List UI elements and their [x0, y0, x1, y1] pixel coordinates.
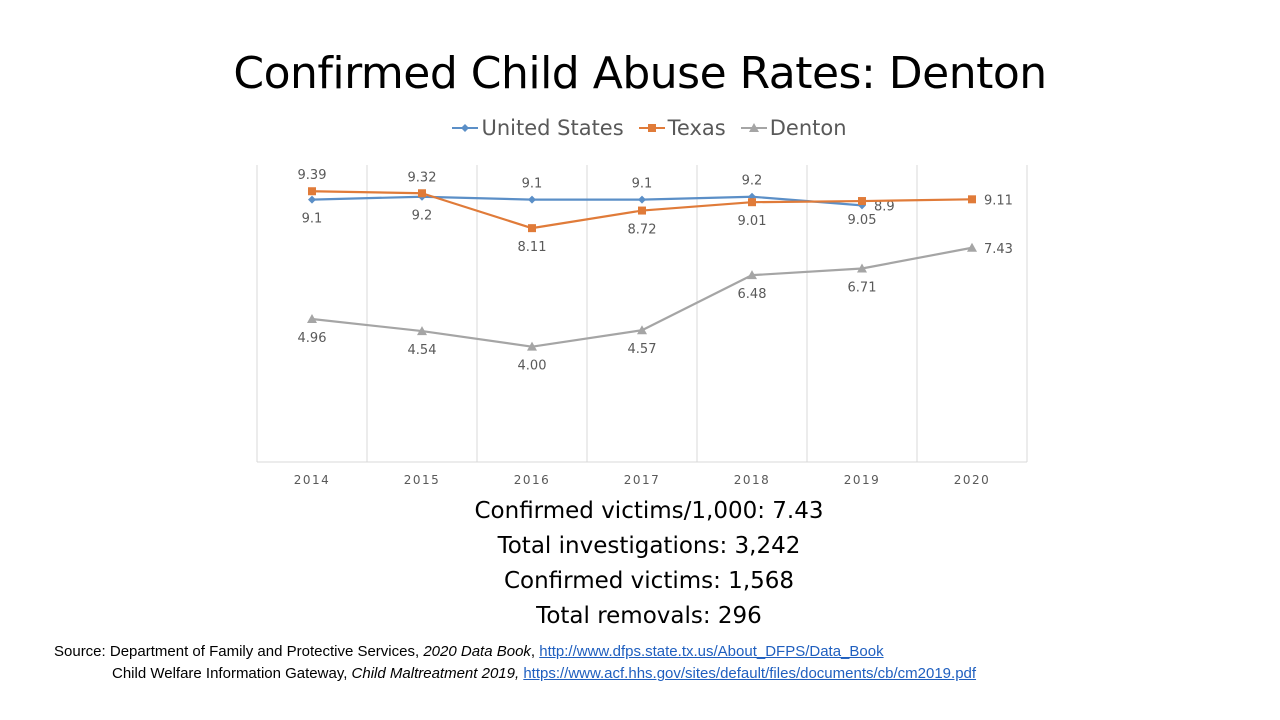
data-label: 7.43 [984, 242, 1013, 257]
legend-marker-diamond-icon [452, 124, 479, 132]
data-point [527, 341, 537, 351]
legend-item-texas: Texas [638, 116, 726, 140]
data-label: 6.48 [738, 287, 767, 302]
data-label: 9.39 [298, 168, 327, 183]
legend-marker-square-icon [638, 124, 665, 132]
data-label: 9.11 [984, 193, 1013, 208]
legend-label: Denton [769, 116, 847, 140]
data-point [637, 325, 647, 335]
legend-item-denton: Denton [740, 116, 847, 140]
data-point [858, 197, 866, 206]
data-point [308, 195, 316, 204]
legend-label: United States [481, 116, 624, 140]
data-label: 4.54 [408, 343, 437, 358]
stat-total-removals: Total removals: 296 [536, 603, 762, 629]
data-label: 8.11 [518, 240, 547, 255]
source-org: Child Welfare Information Gateway, [112, 665, 352, 682]
data-point [417, 326, 427, 336]
data-label: 9.01 [738, 214, 767, 229]
source-link-acf[interactable]: https://www.acf.hhs.gov/sites/default/fi… [523, 665, 977, 682]
data-point [307, 313, 317, 323]
source-report-title: Child Maltreatment 2019, [351, 665, 520, 682]
data-label: 9.1 [522, 177, 543, 192]
x-tick-label: 2019 [844, 473, 881, 487]
data-label: 4.00 [518, 359, 547, 374]
source-link-dfps[interactable]: http://www.dfps.state.tx.us/About_DFPS/D… [539, 643, 884, 660]
x-tick-label: 2020 [954, 473, 991, 487]
data-point [418, 189, 426, 198]
stat-total-investigations: Total investigations: 3,242 [497, 533, 801, 559]
series-line [311, 195, 863, 207]
data-label: 9.2 [412, 209, 433, 224]
x-tick-label: 2016 [514, 473, 551, 487]
source-line-2: Child Welfare Information Gateway, Child… [54, 663, 976, 685]
source-separator: , [530, 643, 540, 660]
data-point [528, 224, 536, 233]
data-label: 9.1 [302, 212, 323, 227]
source-line-1: Source: Department of Family and Protect… [54, 641, 976, 663]
legend-item-united-states: United States [451, 116, 624, 140]
data-point [857, 263, 867, 273]
source-book-title: 2020 Data Book [423, 643, 531, 660]
summary-stats: Confirmed victims/1,000: 7.43 Total inve… [0, 494, 1280, 634]
source-label: Source: Department of Family and Protect… [54, 643, 424, 660]
data-point [308, 187, 316, 196]
data-label: 9.2 [742, 174, 763, 189]
data-point [638, 206, 646, 215]
x-tick-label: 2018 [734, 473, 771, 487]
data-point [748, 198, 756, 207]
chart-title: Confirmed Child Abuse Rates: Denton [233, 48, 1047, 99]
stat-confirmed-victims: Confirmed victims: 1,568 [503, 568, 795, 594]
data-label: 8.72 [628, 223, 657, 238]
data-label: 6.71 [848, 281, 877, 296]
data-label: 4.57 [628, 342, 657, 357]
line-chart: 2014 2015 2016 2017 2018 2019 2020 9.1 9.2 9.1 9.1… [256, 165, 1028, 487]
data-label: 9.05 [848, 213, 877, 228]
data-label: 9.32 [408, 170, 437, 185]
data-label: 4.96 [298, 331, 327, 346]
data-point [967, 242, 977, 252]
legend-marker-triangle-icon [740, 123, 767, 132]
data-point [747, 270, 757, 280]
legend-label: Texas [667, 116, 726, 140]
data-point [528, 195, 536, 204]
x-tick-label: 2015 [404, 473, 441, 487]
data-label: 8.9 [874, 199, 895, 214]
x-tick-label: 2014 [294, 473, 331, 487]
chart-legend: United States Texas Denton [0, 116, 1280, 140]
data-point [638, 195, 646, 204]
stat-victims-per-1000: Confirmed victims/1,000: 7.43 [474, 498, 824, 524]
x-tick-label: 2017 [624, 473, 661, 487]
data-label: 9.1 [632, 177, 653, 192]
source-citation: Source: Department of Family and Protect… [54, 641, 976, 685]
data-point [968, 195, 976, 204]
